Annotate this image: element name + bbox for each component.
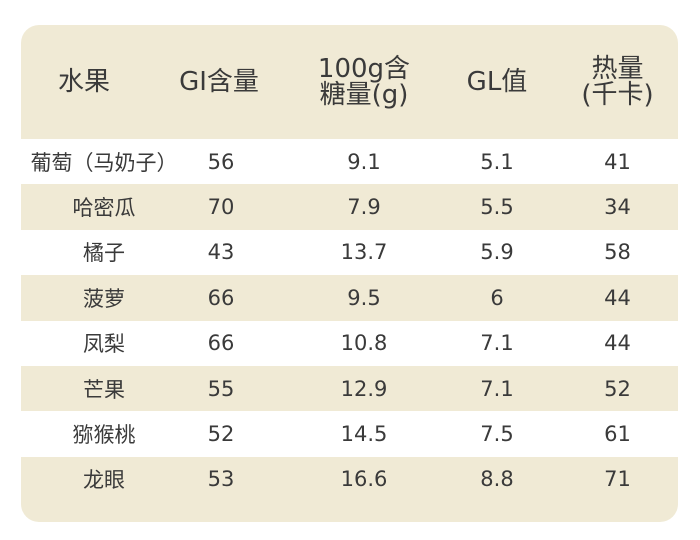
cell-gl: 6	[490, 285, 504, 310]
header-calories-line2: (千卡)	[581, 80, 654, 110]
table-row: 橘子 43 13.7 5.9 58	[21, 229, 678, 276]
table-header: 水果 GI含量 100g含 糖量(g) GL值 热量 (千卡)	[21, 25, 678, 139]
cell-gi: 53	[207, 467, 235, 492]
table-row: 菠萝 66 9.5 6 44	[21, 275, 678, 321]
cell-sugar: 13.7	[340, 240, 388, 265]
header-gi: GI含量	[147, 25, 291, 139]
cell-gl: 7.5	[480, 422, 514, 447]
cell-gl: 7.1	[480, 331, 514, 356]
cell-gi: 43	[207, 240, 235, 265]
cell-fruit: 橘子	[83, 241, 125, 266]
table-row: 猕猴桃 52 14.5 7.5 61	[21, 411, 678, 457]
cell-calories: 41	[604, 149, 631, 174]
cell-fruit: 猕猴桃	[72, 423, 136, 448]
cell-gl: 7.1	[480, 376, 514, 401]
table-row: 凤梨 66 10.8 7.1 44	[21, 320, 678, 366]
header-sugar-line2: 糖量(g)	[319, 80, 409, 110]
cell-gi: 52	[207, 422, 235, 447]
header-calories: 热量 (千卡)	[557, 25, 678, 139]
header-sugar: 100g含 糖量(g)	[291, 25, 437, 139]
cell-gi: 70	[207, 195, 235, 220]
cell-gl: 8.8	[480, 467, 514, 492]
cell-sugar: 14.5	[340, 422, 388, 447]
header-fruit-label: 水果	[57, 67, 110, 97]
cell-gl: 5.5	[480, 195, 514, 220]
cell-gi: 56	[207, 149, 235, 174]
cell-calories: 58	[604, 240, 631, 265]
cell-fruit: 龙眼	[83, 468, 125, 493]
cell-calories: 44	[604, 331, 631, 356]
cell-sugar: 9.5	[347, 285, 381, 310]
cell-calories: 61	[604, 422, 631, 447]
cell-calories: 34	[604, 195, 631, 220]
cell-sugar: 12.9	[340, 376, 388, 401]
cell-sugar: 10.8	[340, 331, 388, 356]
header-gl: GL值	[437, 25, 557, 139]
cell-fruit: 芒果	[83, 377, 125, 402]
cell-calories: 52	[604, 376, 631, 401]
cell-calories: 44	[604, 285, 631, 310]
cell-sugar: 9.1	[347, 149, 381, 174]
table-row: 龙眼 53 16.6 8.8 71	[21, 456, 678, 503]
cell-fruit: 哈密瓜	[72, 196, 136, 221]
cell-gl: 5.1	[480, 149, 514, 174]
cell-fruit: 菠萝	[83, 286, 125, 311]
header-sugar-line1: 100g含	[317, 54, 411, 84]
cell-gl: 5.9	[480, 240, 514, 265]
header-gl-label: GL值	[466, 67, 528, 97]
table-row: 芒果 55 12.9 7.1 52	[21, 365, 678, 412]
cell-fruit: 凤梨	[83, 332, 125, 357]
cell-sugar: 7.9	[347, 195, 381, 220]
header-fruit: 水果	[21, 25, 147, 139]
header-calories-line1: 热量	[591, 54, 644, 84]
table-body: 葡萄（马奶子） 56 9.1 5.1 41 哈密瓜 70 7.9 5.5 34 …	[21, 139, 678, 503]
cell-sugar: 16.6	[340, 467, 388, 492]
cell-fruit: 葡萄（马奶子）	[30, 150, 178, 175]
cell-gi: 55	[207, 376, 235, 401]
cell-gi: 66	[207, 331, 235, 356]
table-row: 葡萄（马奶子） 56 9.1 5.1 41	[21, 139, 678, 185]
cell-gi: 66	[207, 285, 235, 310]
table-row: 哈密瓜 70 7.9 5.5 34	[21, 184, 678, 230]
fruit-nutrition-table: 水果 GI含量 100g含 糖量(g) GL值 热量 (千卡) 葡萄（马奶子） …	[21, 25, 678, 522]
header-gi-label: GI含量	[179, 67, 259, 97]
cell-calories: 71	[604, 467, 631, 492]
